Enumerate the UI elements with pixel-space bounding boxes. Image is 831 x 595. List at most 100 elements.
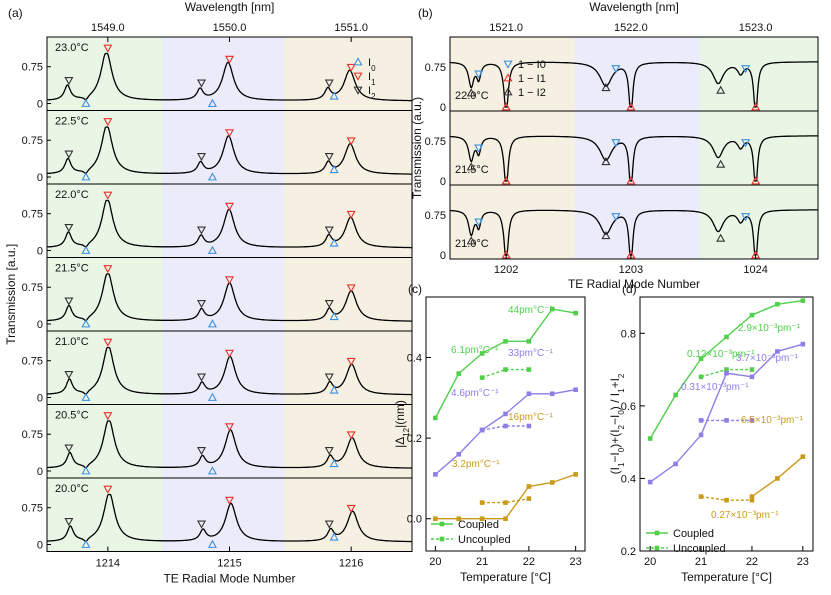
- marker-I2: [324, 79, 334, 88]
- data-point-coupled-gold: [456, 516, 462, 522]
- marker-1-I2: [601, 156, 611, 166]
- marker-I2: [64, 297, 74, 306]
- x-tick-label: 1216: [339, 558, 363, 570]
- data-point-uncoupled-green: [724, 367, 729, 372]
- data-point-uncoupled-purple: [724, 418, 729, 423]
- panel-label: (d): [622, 282, 637, 296]
- x-axis-label: Temperature [°C]: [681, 570, 772, 584]
- marker-I2: [324, 152, 334, 162]
- series-line-coupled-green: [434, 308, 576, 419]
- x-tick-label: 1202: [494, 264, 518, 276]
- marker-I1: [103, 191, 113, 200]
- x-tick-label: 20: [644, 556, 656, 568]
- y-tick-label: 0.75: [22, 62, 43, 74]
- legend-label: Uncoupled: [673, 543, 726, 555]
- marker-I0: [81, 172, 91, 181]
- annotation-label: 16pm°C⁻¹: [508, 412, 554, 423]
- legend-marker: [503, 87, 513, 96]
- x-tick-label: 20: [429, 556, 441, 568]
- data-point-coupled-green: [573, 310, 578, 316]
- annotation-label: 2.9×10⁻³pm⁻¹: [738, 323, 801, 334]
- panel-c: (c) 20 21 22 23 0.0 0.2 0.4 Temperature [°C] 44pm…: [393, 282, 586, 584]
- y-tick-label: 0.75: [22, 356, 43, 368]
- series-line-uncoupled-gold: [482, 497, 530, 504]
- legend-label: I1: [368, 71, 376, 87]
- annotation-label: 6.1pm°C⁻¹: [451, 345, 499, 356]
- y-tick-label: 0: [440, 250, 446, 262]
- annotation-label: 0.12×10⁻³pm⁻¹: [687, 349, 755, 360]
- marker-I0: [207, 172, 218, 181]
- band-purple: [162, 37, 285, 552]
- data-point-coupled-gold: [775, 476, 780, 481]
- marker-I0: [329, 458, 339, 468]
- marker-I1: [224, 202, 235, 211]
- y-tick-label: 0.2: [407, 433, 422, 445]
- data-point-coupled-gold: [433, 516, 438, 522]
- marker-I1: [103, 44, 113, 53]
- top-tick-label: 1549.0: [91, 22, 125, 34]
- x-tick-label: 1024: [743, 264, 767, 276]
- marker-I2: [196, 152, 207, 162]
- legend-marker: [353, 72, 363, 81]
- marker-1-I2: [466, 236, 476, 245]
- x-tick-label: 1214: [96, 558, 120, 570]
- plot-frame: [425, 296, 586, 552]
- marker-1-I1: [626, 176, 636, 185]
- annotation-label: 6.5×10⁻³pm⁻¹: [741, 415, 804, 426]
- marker-1-I0: [474, 70, 484, 79]
- y-tick-label: 0.2: [621, 546, 636, 558]
- data-point-uncoupled-purple: [479, 427, 485, 433]
- annotation-label: 44pm°C⁻¹: [508, 305, 554, 316]
- y-tick-label: 0: [37, 99, 43, 111]
- marker-I0: [81, 539, 91, 548]
- data-point-coupled-gold: [749, 494, 755, 499]
- marker-I2: [64, 518, 74, 527]
- marker-1-I0: [741, 213, 751, 222]
- marker-I2: [196, 299, 207, 309]
- y-tick-label: 0: [440, 176, 446, 188]
- temperature-label: 20.5°C: [55, 410, 89, 422]
- marker-I0: [81, 245, 91, 254]
- marker-I2: [196, 79, 207, 88]
- marker-1-I0: [611, 65, 621, 74]
- temperature-label: 21.5°C: [55, 263, 89, 275]
- legend-label: Uncoupled: [458, 534, 511, 546]
- marker-1-I0: [741, 139, 751, 148]
- panel-b: (b) Wavelength [nm]1521.0 1522.0 1523.022.0…: [410, 0, 819, 291]
- data-point-uncoupled-gold: [503, 500, 508, 505]
- marker-I2: [64, 224, 74, 233]
- top-tick-label: 1551.0: [334, 22, 368, 34]
- top-axis-label: Wavelength [nm]: [185, 0, 275, 14]
- data-point-coupled-green: [673, 392, 678, 398]
- data-point-coupled-purple: [526, 391, 532, 397]
- marker-I2: [64, 444, 74, 453]
- marker-I0: [207, 319, 218, 328]
- legend-marker: [503, 60, 513, 69]
- data-point-coupled-green: [749, 312, 755, 318]
- data-point-coupled-purple: [573, 387, 578, 393]
- marker-I1: [224, 423, 235, 432]
- temperature-label: 20.0°C: [55, 483, 89, 495]
- marker-I2: [64, 77, 74, 86]
- legend-marker: [353, 57, 363, 66]
- panel-a: (a) Wavelength [nm] 1549.0 1550.0 1551.0 23.0…: [4, 0, 413, 586]
- temperature-label: 23.0°C: [55, 42, 89, 54]
- data-point-coupled-green: [647, 436, 653, 441]
- data-point-coupled-purple: [724, 370, 729, 376]
- data-point-coupled-gold: [573, 472, 578, 477]
- marker-I1: [224, 496, 235, 505]
- marker-I0: [329, 385, 339, 394]
- marker-1-I1: [751, 176, 761, 185]
- x-tick-label: 1203: [619, 264, 643, 276]
- marker-I1: [224, 349, 235, 358]
- panel-label: (a): [8, 6, 23, 20]
- x-tick-label: 1215: [217, 558, 241, 570]
- marker-I1: [103, 118, 113, 127]
- marker-I1: [224, 276, 235, 285]
- top-tick-label: 1521.0: [489, 22, 523, 34]
- legend-marker: [353, 86, 363, 95]
- marker-I0: [81, 98, 91, 107]
- annotation-label: 0.27×10⁻³pm⁻¹: [711, 510, 779, 521]
- data-point-uncoupled-gold: [479, 500, 485, 505]
- annotation-label: 4.6pm°C⁻¹: [451, 388, 499, 399]
